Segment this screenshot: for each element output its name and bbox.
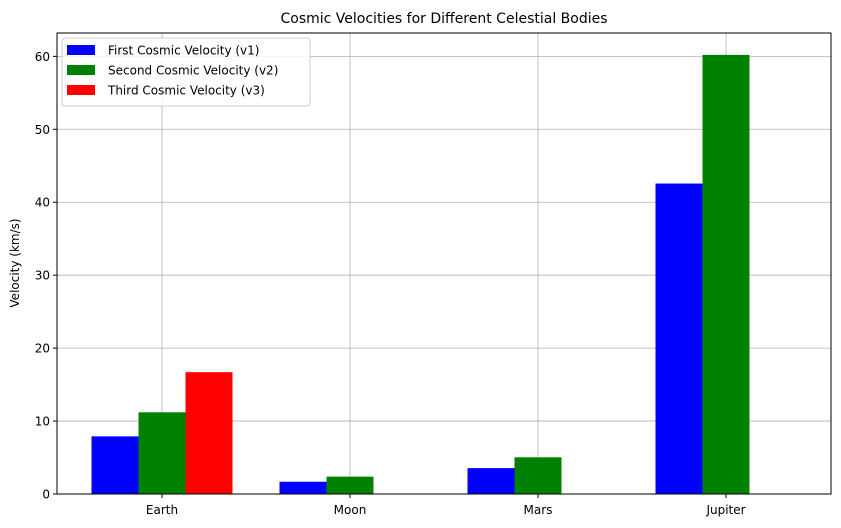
legend-swatch [67,45,95,55]
y-axis: 0 10 20 30 40 50 60 [35,50,57,502]
x-tick-label: Jupiter [705,503,745,517]
legend-box [61,37,311,107]
x-tick-label: Mars [524,503,553,517]
y-axis-label: Velocity (km/s) [8,218,22,307]
bar-second-cosmic-velocity-v2--mars [514,457,562,494]
bar-first-cosmic-velocity-v1--jupiter [655,183,703,494]
y-tick-label: 50 [35,123,50,137]
y-tick-label: 30 [35,269,50,283]
bar-first-cosmic-velocity-v1--moon [279,481,327,494]
legend: First Cosmic Velocity (v1) Second Cosmic … [61,37,311,107]
legend-label: First Cosmic Velocity (v1) [108,44,259,58]
plot-frame [56,32,832,495]
x-axis: Earth Moon Mars Jupiter [146,494,746,517]
bar-first-cosmic-velocity-v1--mars [467,468,515,494]
bar-second-cosmic-velocity-v2--moon [326,476,374,494]
y-tick-label: 10 [35,415,50,429]
x-tick-label: Moon [334,503,367,517]
y-tick-label: 40 [35,196,50,210]
y-tick-label: 20 [35,342,50,356]
bar-second-cosmic-velocity-v2--earth [138,412,186,494]
legend-swatch [67,85,95,95]
bar-second-cosmic-velocity-v2--jupiter [702,54,750,495]
bar-first-cosmic-velocity-v1--earth [91,436,139,494]
legend-label: Second Cosmic Velocity (v2) [108,64,278,78]
y-tick-label: 60 [35,50,50,64]
bar-third-cosmic-velocity-v3--earth [185,372,233,494]
bars [91,54,750,495]
chart-title: Cosmic Velocities for Different Celestia… [280,11,607,27]
legend-label: Third Cosmic Velocity (v3) [107,84,265,98]
legend-swatch [67,65,95,75]
x-tick-label: Earth [146,503,178,517]
y-tick-label: 0 [42,488,50,502]
